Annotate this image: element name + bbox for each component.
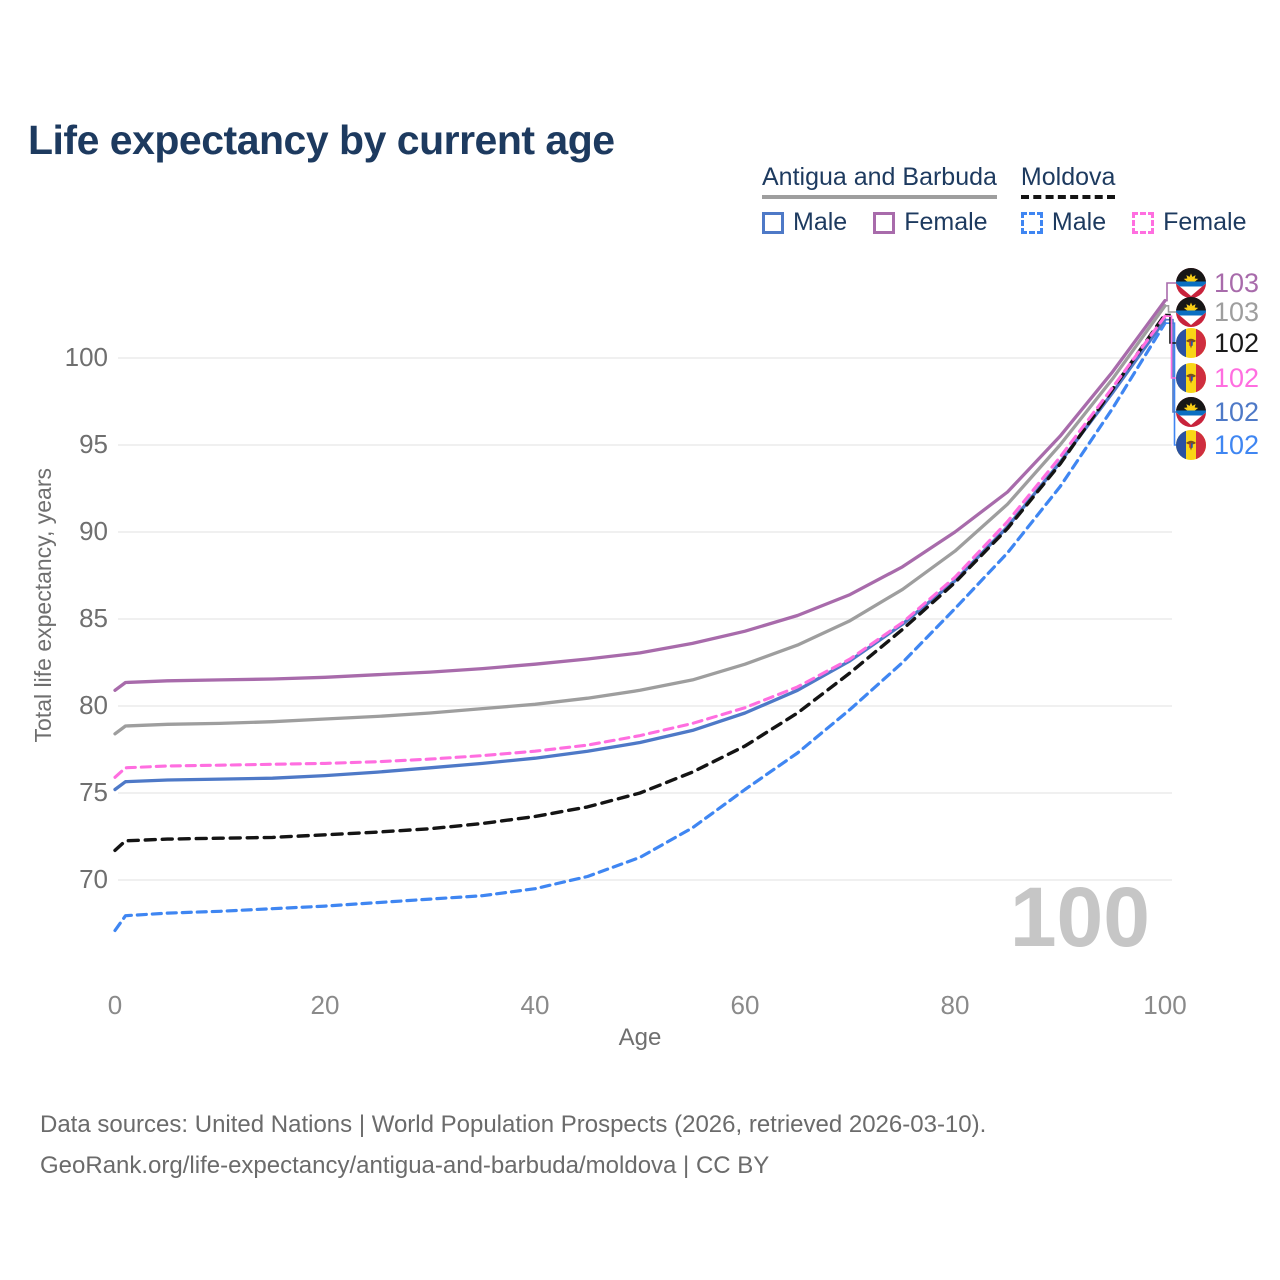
legend-item-moldova-male[interactable]: Male: [1020, 208, 1106, 237]
leader-line-moldova-overall: [1165, 313, 1177, 344]
end-label-antigua-overall: 103: [1176, 297, 1259, 327]
legend: Antigua and Barbuda Male Female Moldova …: [762, 163, 1246, 237]
moldova-flag-icon: [1176, 363, 1206, 393]
series-line-antigua-female[interactable]: [113, 298, 1167, 692]
leader-line-antigua-overall: [1165, 305, 1177, 313]
series-line-antigua-overall[interactable]: [113, 304, 1167, 736]
y-tick-80: 80: [79, 690, 108, 720]
legend-swatch-antigua-male-icon: [762, 211, 784, 234]
legend-country-moldova[interactable]: Moldova: [1020, 163, 1116, 199]
y-tick-100: 100: [65, 342, 108, 372]
page-title: Life expectancy by current age: [28, 117, 615, 164]
x-axis-title: Age: [618, 1024, 662, 1051]
y-tick-70: 70: [79, 864, 108, 894]
footer-line1: Data sources: United Nations | World Pop…: [40, 1111, 987, 1138]
series-line-moldova-overall[interactable]: [113, 312, 1167, 853]
antigua-and-barbuda-flag-icon: [1176, 297, 1206, 327]
series-line-moldova-female[interactable]: [113, 314, 1167, 779]
y-tick-75: 75: [79, 777, 108, 807]
legend-item-antigua-female[interactable]: Female: [873, 208, 988, 237]
x-tick-40: 40: [521, 990, 550, 1020]
legend-item-moldova-female[interactable]: Female: [1132, 208, 1246, 237]
legend-item-antigua-male[interactable]: Male: [762, 208, 847, 237]
leader-line-moldova-female: [1165, 315, 1177, 379]
y-tick-95: 95: [79, 429, 108, 459]
x-tick-80: 80: [941, 990, 970, 1020]
legend-country-antigua-and-barbuda[interactable]: Antigua and Barbuda: [762, 163, 997, 199]
x-tick-0: 0: [108, 990, 122, 1020]
end-label-moldova-male: 102: [1176, 430, 1259, 460]
series-line-moldova-male[interactable]: [113, 321, 1167, 933]
legend-swatch-antigua-female-icon: [873, 211, 896, 234]
leader-line-antigua-male: [1165, 318, 1177, 413]
legend-group-antigua-and-barbuda: Antigua and Barbuda Male Female: [762, 163, 997, 237]
leader-line-antigua-female: [1165, 282, 1177, 302]
moldova-flag-icon: [1176, 328, 1206, 358]
x-tick-100: 100: [1143, 990, 1186, 1020]
end-label-moldova-overall: 102: [1176, 328, 1259, 358]
end-label-moldova-female: 102: [1176, 363, 1259, 393]
end-label-antigua-male: 102: [1176, 397, 1259, 427]
series-line-antigua-male[interactable]: [113, 318, 1167, 792]
data-source-footer: Data sources: United Nations | World Pop…: [40, 1104, 986, 1186]
age-indicator-watermark: 100: [1010, 870, 1150, 964]
antigua-and-barbuda-flag-icon: [1176, 268, 1206, 298]
footer-line2: GeoRank.org/life-expectancy/antigua-and-…: [40, 1152, 770, 1179]
antigua-and-barbuda-flag-icon: [1176, 397, 1206, 427]
legend-swatch-moldova-female-icon: [1132, 211, 1155, 234]
y-tick-85: 85: [79, 603, 108, 633]
legend-group-moldova: Moldova Male Female: [1020, 163, 1246, 237]
y-axis-title: Total life expectancy, years: [30, 468, 56, 743]
moldova-flag-icon: [1176, 430, 1206, 460]
y-tick-90: 90: [79, 516, 108, 546]
legend-swatch-moldova-male-icon: [1020, 211, 1043, 234]
x-tick-20: 20: [311, 990, 340, 1020]
x-tick-60: 60: [731, 990, 760, 1020]
end-label-antigua-female: 103: [1176, 268, 1259, 298]
